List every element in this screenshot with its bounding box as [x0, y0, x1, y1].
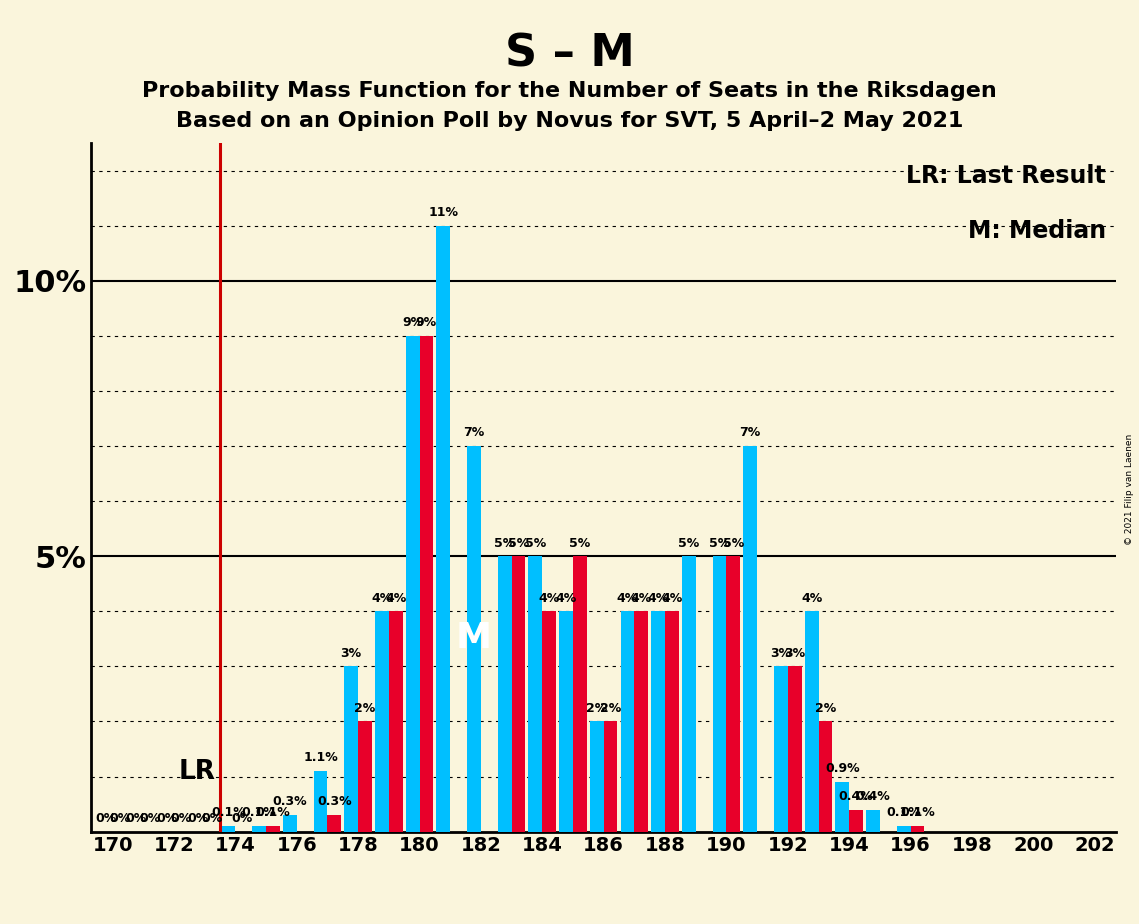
- Bar: [252, 826, 267, 832]
- Text: 0%: 0%: [170, 812, 191, 825]
- Text: 4%: 4%: [539, 591, 559, 604]
- Text: 0%: 0%: [95, 812, 116, 825]
- Text: 0%: 0%: [231, 812, 253, 825]
- Bar: [819, 722, 833, 832]
- Text: 7%: 7%: [739, 427, 761, 440]
- Bar: [910, 826, 925, 832]
- Text: 0.1%: 0.1%: [886, 807, 921, 820]
- Bar: [573, 556, 587, 832]
- Text: 0.1%: 0.1%: [255, 807, 290, 820]
- Text: Probability Mass Function for the Number of Seats in the Riksdagen: Probability Mass Function for the Number…: [142, 81, 997, 102]
- Text: 4%: 4%: [648, 591, 669, 604]
- Bar: [327, 815, 342, 832]
- Text: 5%: 5%: [508, 537, 530, 550]
- Bar: [222, 826, 236, 832]
- Text: 3%: 3%: [341, 647, 362, 660]
- Text: 3%: 3%: [770, 647, 792, 660]
- Text: 0.1%: 0.1%: [211, 807, 246, 820]
- Bar: [665, 612, 679, 832]
- Bar: [744, 446, 757, 832]
- Text: 4%: 4%: [556, 591, 576, 604]
- Text: 0.3%: 0.3%: [272, 796, 308, 808]
- Bar: [835, 782, 850, 832]
- Text: 0%: 0%: [125, 812, 147, 825]
- Text: 4%: 4%: [617, 591, 638, 604]
- Text: 0.9%: 0.9%: [825, 762, 860, 775]
- Text: 4%: 4%: [371, 591, 393, 604]
- Text: 5%: 5%: [494, 537, 515, 550]
- Bar: [267, 826, 280, 832]
- Text: LR: Last Result: LR: Last Result: [907, 164, 1106, 188]
- Text: 0%: 0%: [156, 812, 178, 825]
- Text: 1.1%: 1.1%: [303, 751, 338, 764]
- Bar: [896, 826, 910, 832]
- Text: 0.4%: 0.4%: [838, 790, 874, 803]
- Bar: [344, 666, 358, 832]
- Text: Based on an Opinion Poll by Novus for SVT, 5 April–2 May 2021: Based on an Opinion Poll by Novus for SV…: [175, 111, 964, 131]
- Text: 0%: 0%: [109, 812, 130, 825]
- Bar: [528, 556, 542, 832]
- Text: 3%: 3%: [784, 647, 805, 660]
- Bar: [590, 722, 604, 832]
- Text: 5%: 5%: [723, 537, 744, 550]
- Text: 5%: 5%: [525, 537, 546, 550]
- Bar: [713, 556, 727, 832]
- Bar: [850, 809, 863, 832]
- Bar: [498, 556, 511, 832]
- Bar: [788, 666, 802, 832]
- Text: 9%: 9%: [402, 316, 424, 329]
- Bar: [866, 809, 880, 832]
- Text: 0%: 0%: [140, 812, 161, 825]
- Text: LR: LR: [179, 759, 215, 784]
- Bar: [313, 771, 327, 832]
- Bar: [682, 556, 696, 832]
- Text: 4%: 4%: [662, 591, 682, 604]
- Text: 0%: 0%: [187, 812, 208, 825]
- Bar: [358, 722, 372, 832]
- Text: 9%: 9%: [416, 316, 437, 329]
- Text: 11%: 11%: [428, 206, 458, 219]
- Bar: [388, 612, 403, 832]
- Bar: [436, 225, 450, 832]
- Bar: [375, 612, 388, 832]
- Text: 0.3%: 0.3%: [317, 796, 352, 808]
- Bar: [604, 722, 617, 832]
- Text: S – M: S – M: [505, 32, 634, 76]
- Bar: [559, 612, 573, 832]
- Bar: [652, 612, 665, 832]
- Bar: [775, 666, 788, 832]
- Text: 4%: 4%: [631, 591, 652, 604]
- Text: 2%: 2%: [354, 702, 376, 715]
- Bar: [511, 556, 525, 832]
- Bar: [804, 612, 819, 832]
- Bar: [282, 815, 297, 832]
- Text: 2%: 2%: [814, 702, 836, 715]
- Text: 0.1%: 0.1%: [241, 807, 277, 820]
- Text: 4%: 4%: [801, 591, 822, 604]
- Text: 0.4%: 0.4%: [855, 790, 891, 803]
- Text: 2%: 2%: [587, 702, 607, 715]
- Text: 5%: 5%: [708, 537, 730, 550]
- Bar: [634, 612, 648, 832]
- Bar: [467, 446, 481, 832]
- Text: 0%: 0%: [200, 812, 222, 825]
- Text: 5%: 5%: [678, 537, 699, 550]
- Text: M: M: [456, 621, 492, 655]
- Text: 4%: 4%: [385, 591, 407, 604]
- Bar: [419, 336, 433, 832]
- Text: 5%: 5%: [570, 537, 590, 550]
- Text: M: Median: M: Median: [968, 219, 1106, 243]
- Bar: [727, 556, 740, 832]
- Text: 0.1%: 0.1%: [900, 807, 935, 820]
- Bar: [542, 612, 556, 832]
- Text: 7%: 7%: [464, 427, 484, 440]
- Bar: [621, 612, 634, 832]
- Text: 2%: 2%: [600, 702, 621, 715]
- Bar: [405, 336, 419, 832]
- Text: © 2021 Filip van Laenen: © 2021 Filip van Laenen: [1125, 434, 1134, 545]
